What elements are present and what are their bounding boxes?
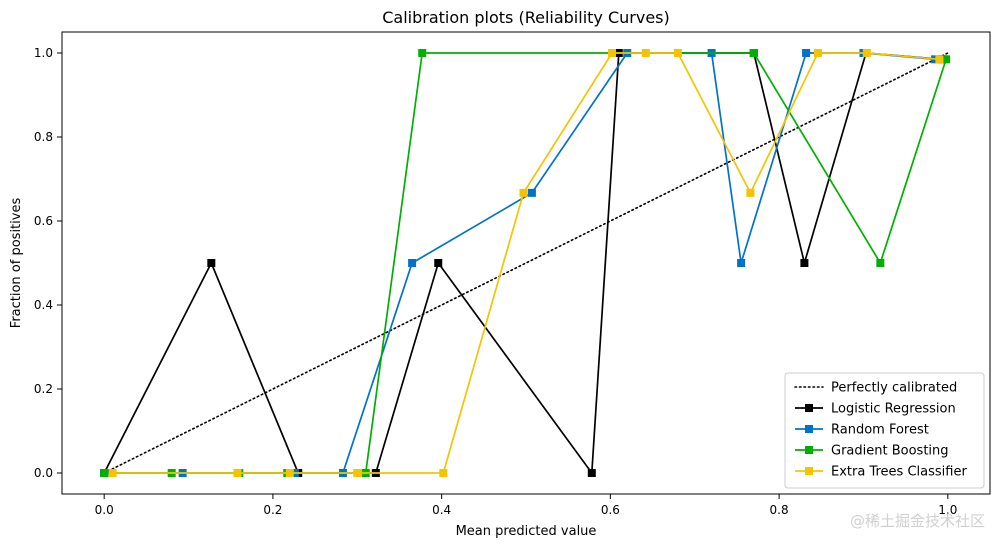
data-point-random-forest [408, 259, 417, 267]
chart-title: Calibration plots (Reliability Curves) [382, 8, 670, 27]
legend-label-random-forest: Random Forest [831, 423, 929, 438]
data-point-random-forest [527, 188, 536, 197]
data-point-extra-trees-classifier [353, 469, 362, 477]
plot-frame [61, 31, 991, 495]
y-tick-label: 0.8 [34, 130, 53, 144]
y-tick-label: 0.4 [34, 298, 53, 312]
data-point-extra-trees-classifier [673, 49, 682, 57]
x-tick-label: 0.6 [601, 503, 620, 517]
data-point-logistic-regression [434, 259, 443, 267]
y-axis-label: Fraction of positives [9, 198, 24, 329]
data-point-extra-trees-classifier [935, 55, 944, 64]
legend-label-logistic-regression: Logistic Regression [831, 402, 956, 417]
data-point-gradient-boosting [876, 259, 885, 267]
data-point-random-forest [802, 49, 811, 57]
x-tick-label: 0.8 [770, 503, 789, 517]
y-tick-label: 0.0 [34, 466, 53, 480]
data-point-extra-trees-classifier [108, 469, 117, 477]
axis-ticks: 0.0 0.2 0.4 0.6 0.8 1.0 0.0 0.2 0.4 0.6 0.8 1.0 [34, 46, 957, 517]
data-point-extra-trees-classifier [519, 188, 528, 197]
y-tick-label: 1.0 [34, 46, 53, 60]
legend-label-gradient-boosting: Gradient Boosting [831, 444, 949, 459]
legend-marker-extra-trees-classifier [805, 467, 813, 475]
legend-box [784, 372, 985, 489]
data-point-extra-trees-classifier [285, 469, 294, 477]
watermark: @稀土掘金技术社区 [849, 512, 985, 530]
data-point-gradient-boosting [942, 55, 951, 64]
legend-marker-logistic-regression [805, 404, 813, 412]
data-point-random-forest [737, 259, 746, 267]
legend-marker-random-forest [805, 425, 813, 433]
data-point-extra-trees-classifier [439, 469, 448, 477]
y-tick-label: 0.6 [34, 214, 53, 228]
legend: Perfectly calibrated Logistic Regression R… [784, 372, 985, 489]
data-point-extra-trees-classifier [813, 49, 822, 57]
data-point-extra-trees-classifier [608, 49, 617, 57]
plot-area [100, 49, 951, 477]
data-point-gradient-boosting [100, 469, 109, 477]
x-tick-label: 0.0 [95, 503, 114, 517]
legend-marker-gradient-boosting [805, 446, 813, 454]
data-point-extra-trees-classifier [233, 469, 242, 477]
data-point-extra-trees-classifier [641, 49, 650, 57]
data-point-gradient-boosting [418, 49, 427, 57]
legend-label-perfectly-calibrated: Perfectly calibrated [831, 381, 957, 396]
data-point-gradient-boosting [749, 49, 758, 57]
data-point-logistic-regression [800, 259, 809, 267]
legend-label-extra-trees-classifier: Extra Trees Classifier [831, 465, 967, 480]
data-point-logistic-regression [207, 259, 216, 267]
x-axis-label: Mean predicted value [456, 524, 597, 539]
perfectly-calibrated-line [103, 52, 949, 474]
y-tick-label: 0.2 [34, 382, 53, 396]
x-tick-label: 0.4 [432, 503, 451, 517]
data-point-extra-trees-classifier [862, 49, 871, 57]
x-tick-label: 1.0 [938, 503, 957, 517]
x-tick-label: 0.2 [263, 503, 282, 517]
data-point-extra-trees-classifier [746, 188, 755, 197]
data-point-logistic-regression [587, 469, 596, 477]
